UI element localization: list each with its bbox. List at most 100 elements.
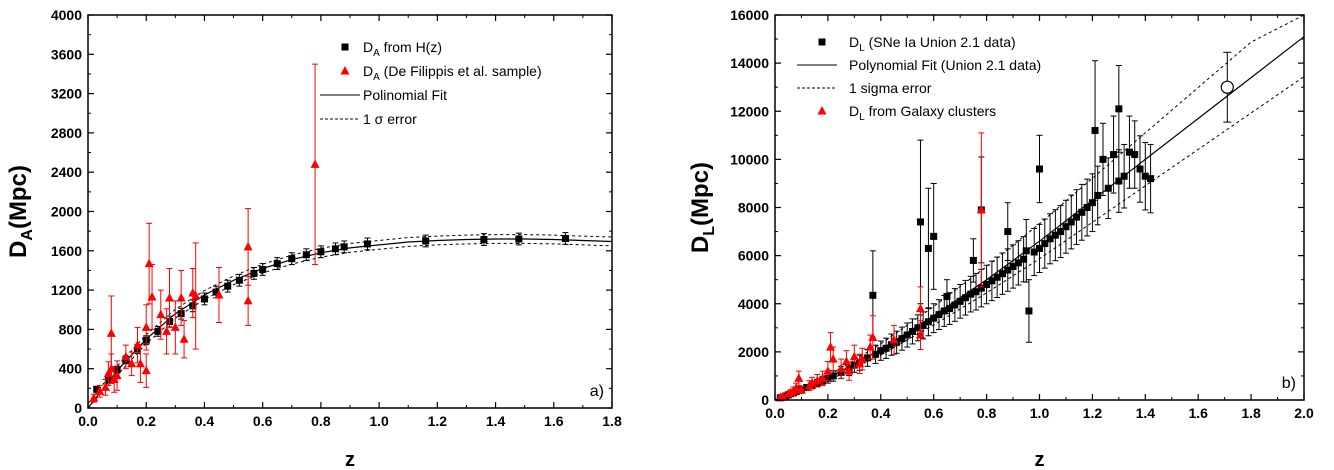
y-tick-label: 2000 [51,204,82,220]
data-point [480,236,488,244]
data-point [515,235,523,243]
data-point [877,347,885,355]
legend-label-sub: A [373,72,380,83]
panel-label: b) [1282,375,1296,392]
y-axis-label: DL(Mpc) [687,162,718,253]
legend-label-main: D [363,63,373,79]
y-tick-label: 2400 [51,164,82,180]
panel-label: a) [590,383,604,400]
data-point [176,292,186,302]
x-tick-label: 0.4 [195,413,215,429]
legend-marker [817,106,827,115]
data-point [864,354,872,362]
y-tick-label: 800 [59,321,83,337]
open-data-point [1220,80,1234,94]
data-point [1025,307,1033,315]
data-point [915,330,925,339]
y-tick-label: 12000 [730,103,769,119]
data-point [916,218,924,226]
y-tick-label: 2000 [738,344,769,360]
y-tick-label: 2800 [51,125,82,141]
data-point [1073,213,1081,221]
data-point [141,365,151,375]
data-point [1057,228,1065,236]
legend-label: 1 sigma error [849,80,932,96]
legend-label-main: D [849,34,859,50]
data-point [872,350,880,358]
legend-label: DL from Galaxy clusters [849,103,996,123]
data-point [250,269,258,277]
y-tick-label: 14000 [730,55,769,71]
data-point [1036,165,1043,173]
data-point [147,291,157,301]
data-point [191,290,201,300]
legend-label-rest: from H(z) [380,39,442,55]
data-point [976,204,986,214]
legend-label: 1 σ error [363,111,417,127]
data-point [273,260,281,268]
data-point [1036,244,1043,252]
data-point [1099,155,1107,163]
data-point [179,334,189,343]
y-axis-label-sub: A [19,229,36,241]
data-point [972,288,980,296]
data-point [561,235,569,243]
data-point [1046,235,1054,243]
data-point [154,327,162,335]
data-point [829,372,837,380]
data-point [288,255,296,263]
x-tick-label: 1.8 [1241,405,1261,421]
data-point [967,290,975,298]
fit-lower-error [87,242,613,409]
data-point [1136,165,1144,173]
data-point [212,288,220,296]
y-axis-label-main: D [5,241,32,258]
data-point [951,301,959,309]
data-point [1115,105,1123,113]
data-point [1041,240,1049,248]
data-point [1094,191,1102,199]
legend-label: Polinomial Fit [363,87,447,103]
legend-label-sub: A [373,48,380,59]
data-point [340,243,348,251]
data-point [823,366,833,375]
y-tick-label: 4000 [738,296,769,312]
data-point [1009,262,1017,270]
data-point [1067,218,1075,226]
data-point [1141,172,1149,180]
data-point [993,273,1001,281]
data-point [919,321,927,329]
data-point [924,244,932,252]
x-axis-label: z [1035,449,1045,470]
data-point [1022,247,1030,255]
x-tick-label: 2.0 [1294,405,1314,421]
data-point [1062,223,1070,231]
legend-marker [341,43,349,51]
x-tick-label: 1.0 [369,413,389,429]
series-1 [89,63,320,403]
data-point [998,270,1006,278]
data-point [828,354,838,363]
x-tick-label: 1.2 [1083,405,1103,421]
data-point [1125,148,1133,156]
data-point [889,334,899,344]
data-point [946,305,954,313]
data-point [1131,151,1139,159]
data-point [818,373,828,382]
data-point [915,303,925,313]
data-point [988,277,996,285]
data-point [826,342,836,351]
y-tick-label: 0 [761,392,769,408]
data-point [961,294,969,302]
legend-label: Polynomial Fit (Union 2.1 data) [849,57,1041,73]
y-axis-label-sub: L [701,226,718,236]
fit-upper-error [774,14,1305,401]
data-point [935,311,943,319]
y-tick-label: 0 [74,400,82,416]
data-point [200,295,208,303]
data-point [898,335,906,343]
x-tick-label: 0.6 [924,405,944,421]
y-axis-label-unit: (Mpc) [687,162,714,226]
data-point [796,384,806,394]
